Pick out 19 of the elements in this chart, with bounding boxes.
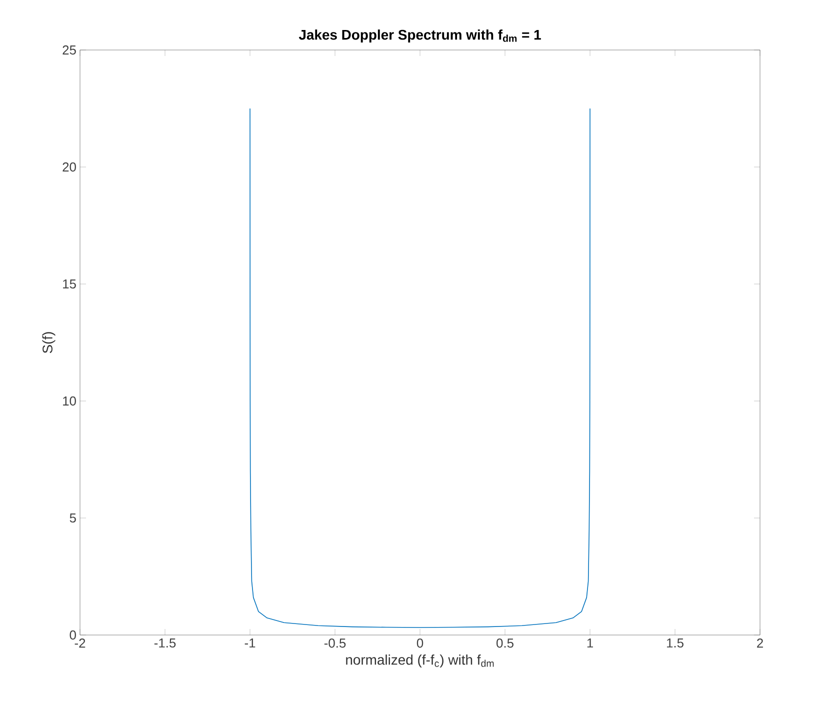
x-tick-label: -0.5 bbox=[324, 638, 346, 648]
y-axis-title: S(f) bbox=[42, 332, 56, 354]
x-tick-label: -2 bbox=[74, 638, 86, 648]
x-tick-label: 0 bbox=[416, 638, 424, 648]
y-tick-label: 5 bbox=[70, 513, 76, 523]
y-tick-label: 25 bbox=[62, 45, 76, 55]
x-tick-label: -1 bbox=[244, 638, 256, 648]
x-axis-title: normalized (f-f$_{c}$) with f$_{dm}$ bbox=[346, 654, 494, 668]
x-tick-label: -1.5 bbox=[154, 638, 176, 648]
x-tick-label: 1 bbox=[587, 638, 593, 648]
line-series bbox=[250, 108, 590, 628]
chart-title: Jakes Doppler Spectrum with f$_{dm}$ = 1 bbox=[298, 29, 541, 42]
y-tick-label: 20 bbox=[62, 162, 76, 172]
y-tick-label: 10 bbox=[63, 396, 76, 406]
x-tick-label: 0.5 bbox=[496, 638, 514, 648]
x-tick-label: 2 bbox=[757, 638, 763, 648]
y-tick-label: 15 bbox=[63, 279, 76, 289]
x-tick-label: 1.5 bbox=[666, 638, 684, 648]
y-tick-label: 0 bbox=[70, 630, 76, 640]
